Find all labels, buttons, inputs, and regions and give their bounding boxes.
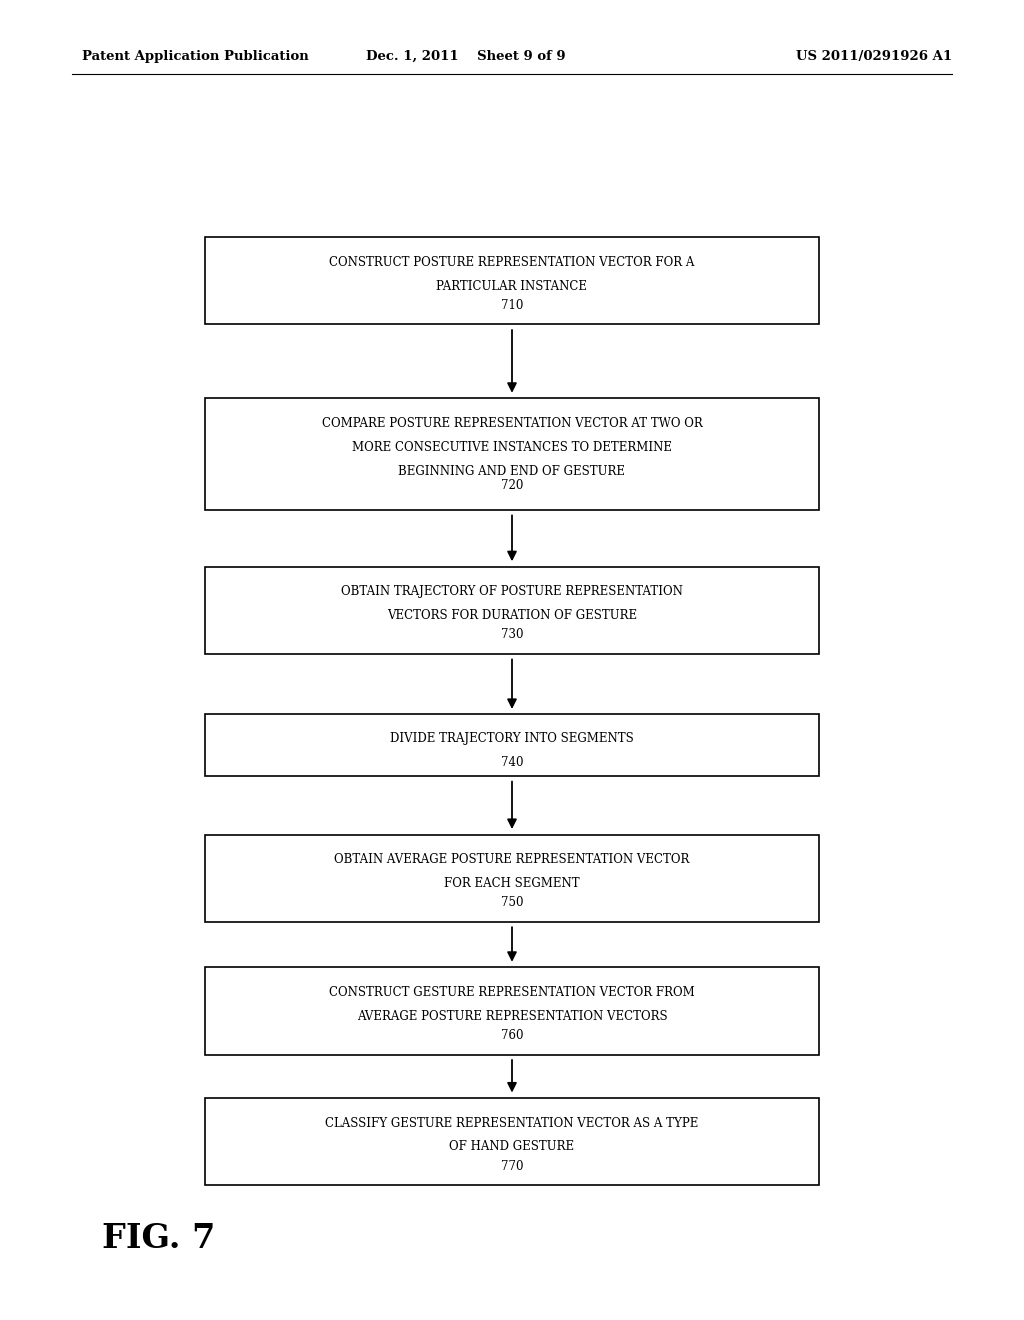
Text: OBTAIN TRAJECTORY OF POSTURE REPRESENTATION: OBTAIN TRAJECTORY OF POSTURE REPRESENTAT…: [341, 585, 683, 598]
FancyBboxPatch shape: [205, 399, 819, 510]
Text: CLASSIFY GESTURE REPRESENTATION VECTOR AS A TYPE: CLASSIFY GESTURE REPRESENTATION VECTOR A…: [326, 1117, 698, 1130]
Text: MORE CONSECUTIVE INSTANCES TO DETERMINE: MORE CONSECUTIVE INSTANCES TO DETERMINE: [352, 441, 672, 454]
Text: VECTORS FOR DURATION OF GESTURE: VECTORS FOR DURATION OF GESTURE: [387, 609, 637, 622]
Text: 720: 720: [501, 479, 523, 492]
Text: FOR EACH SEGMENT: FOR EACH SEGMENT: [444, 876, 580, 890]
FancyBboxPatch shape: [205, 834, 819, 921]
Text: PARTICULAR INSTANCE: PARTICULAR INSTANCE: [436, 280, 588, 293]
Text: OBTAIN AVERAGE POSTURE REPRESENTATION VECTOR: OBTAIN AVERAGE POSTURE REPRESENTATION VE…: [334, 853, 690, 866]
FancyBboxPatch shape: [205, 566, 819, 653]
Text: Patent Application Publication: Patent Application Publication: [82, 50, 308, 63]
FancyBboxPatch shape: [205, 238, 819, 325]
Text: CONSTRUCT GESTURE REPRESENTATION VECTOR FROM: CONSTRUCT GESTURE REPRESENTATION VECTOR …: [329, 986, 695, 999]
Text: Dec. 1, 2011    Sheet 9 of 9: Dec. 1, 2011 Sheet 9 of 9: [367, 50, 565, 63]
Text: 740: 740: [501, 756, 523, 770]
Text: 730: 730: [501, 628, 523, 642]
Text: 710: 710: [501, 298, 523, 312]
Text: OF HAND GESTURE: OF HAND GESTURE: [450, 1140, 574, 1154]
Text: 750: 750: [501, 896, 523, 909]
Text: BEGINNING AND END OF GESTURE: BEGINNING AND END OF GESTURE: [398, 465, 626, 478]
FancyBboxPatch shape: [205, 714, 819, 776]
FancyBboxPatch shape: [205, 968, 819, 1055]
Text: US 2011/0291926 A1: US 2011/0291926 A1: [797, 50, 952, 63]
FancyBboxPatch shape: [205, 1098, 819, 1185]
Text: DIVIDE TRAJECTORY INTO SEGMENTS: DIVIDE TRAJECTORY INTO SEGMENTS: [390, 733, 634, 746]
Text: 770: 770: [501, 1159, 523, 1172]
Text: CONSTRUCT POSTURE REPRESENTATION VECTOR FOR A: CONSTRUCT POSTURE REPRESENTATION VECTOR …: [330, 256, 694, 269]
Text: COMPARE POSTURE REPRESENTATION VECTOR AT TWO OR: COMPARE POSTURE REPRESENTATION VECTOR AT…: [322, 417, 702, 430]
Text: FIG. 7: FIG. 7: [102, 1222, 216, 1254]
Text: 760: 760: [501, 1028, 523, 1041]
Text: AVERAGE POSTURE REPRESENTATION VECTORS: AVERAGE POSTURE REPRESENTATION VECTORS: [356, 1010, 668, 1023]
